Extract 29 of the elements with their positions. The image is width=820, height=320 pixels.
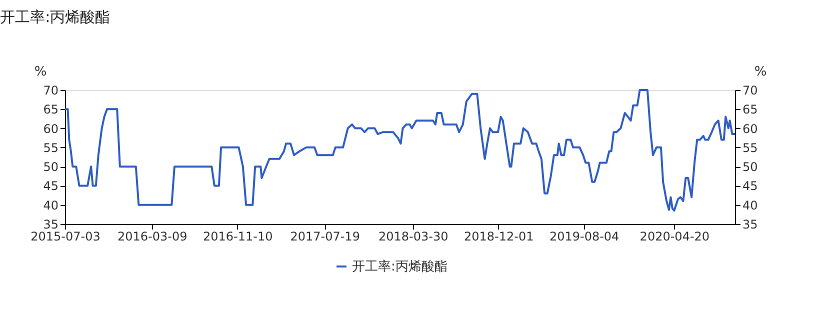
y2-tick-label: 40 [742,198,758,212]
y-tick-label: 55 [43,140,58,155]
legend-label: 开工率:丙烯酸酯 [352,258,448,274]
y-tick-label: 60 [43,122,58,136]
y2-tick-label: 35 [742,218,758,232]
y2-tick-label: 65 [742,102,758,117]
x-tick-label: 2020-04-20 [640,230,710,244]
x-tick-label: 2015-07-03 [30,230,100,244]
chart-title: 开工率:丙烯酸酯 [0,8,110,26]
x-tick-label: 2018-12-01 [464,230,534,244]
y2-tick-label: 45 [742,179,758,194]
x-tick-label: 2017-07-19 [290,230,360,244]
y2-axis-title: % [754,64,767,80]
y2-tick-label: 70 [742,84,758,98]
y-tick-label: 65 [43,102,58,117]
x-tick-label: 2019-08-04 [549,230,620,244]
y-tick-label: 40 [43,198,58,212]
y-tick-label: 45 [43,179,58,194]
x-tick-label: 2018-03-30 [378,230,448,244]
y-tick-label: 35 [43,218,58,232]
y-tick-label: 50 [43,160,58,174]
y2-tick-label: 50 [742,160,758,174]
x-tick-label: 2016-11-10 [202,230,273,244]
y-tick-label: 70 [43,84,58,98]
x-tick-label: 2016-03-09 [118,230,188,244]
y2-tick-label: 60 [742,122,758,136]
y-axis-title: % [34,64,47,80]
y2-tick-label: 55 [742,140,758,155]
line-series [64,89,736,212]
